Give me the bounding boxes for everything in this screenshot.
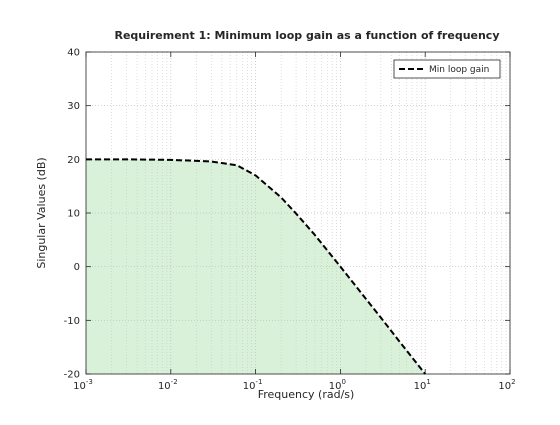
y-tick-label: 20 [67, 155, 80, 166]
y-tick-label: -20 [64, 370, 80, 381]
legend-label-min-loop-gain: Min loop gain [429, 65, 489, 75]
y-tick-label: -10 [64, 316, 80, 327]
x-tick-label: 10-1 [243, 378, 263, 392]
legend-box [393, 59, 501, 79]
chart-title: Requirement 1: Minimum loop gain as a fu… [114, 29, 499, 42]
x-tick-label: 101 [414, 378, 431, 392]
y-tick-label: 0 [74, 262, 80, 273]
x-tick-label: 10-3 [73, 378, 93, 392]
y-tick-label: 30 [67, 101, 80, 112]
y-tick-label: 40 [67, 48, 80, 59]
y-axis-label: Singular Values (dB) [35, 157, 48, 268]
x-tick-label: 10-2 [158, 378, 178, 392]
x-tick-label: 102 [498, 378, 515, 392]
x-tick-label: 100 [329, 378, 346, 392]
x-axis-label: Frequency (rad/s) [258, 388, 355, 401]
y-tick-label: 10 [67, 209, 80, 220]
series-line-min-loop-gain [86, 158, 426, 375]
legend: Min loop gain [393, 59, 501, 79]
